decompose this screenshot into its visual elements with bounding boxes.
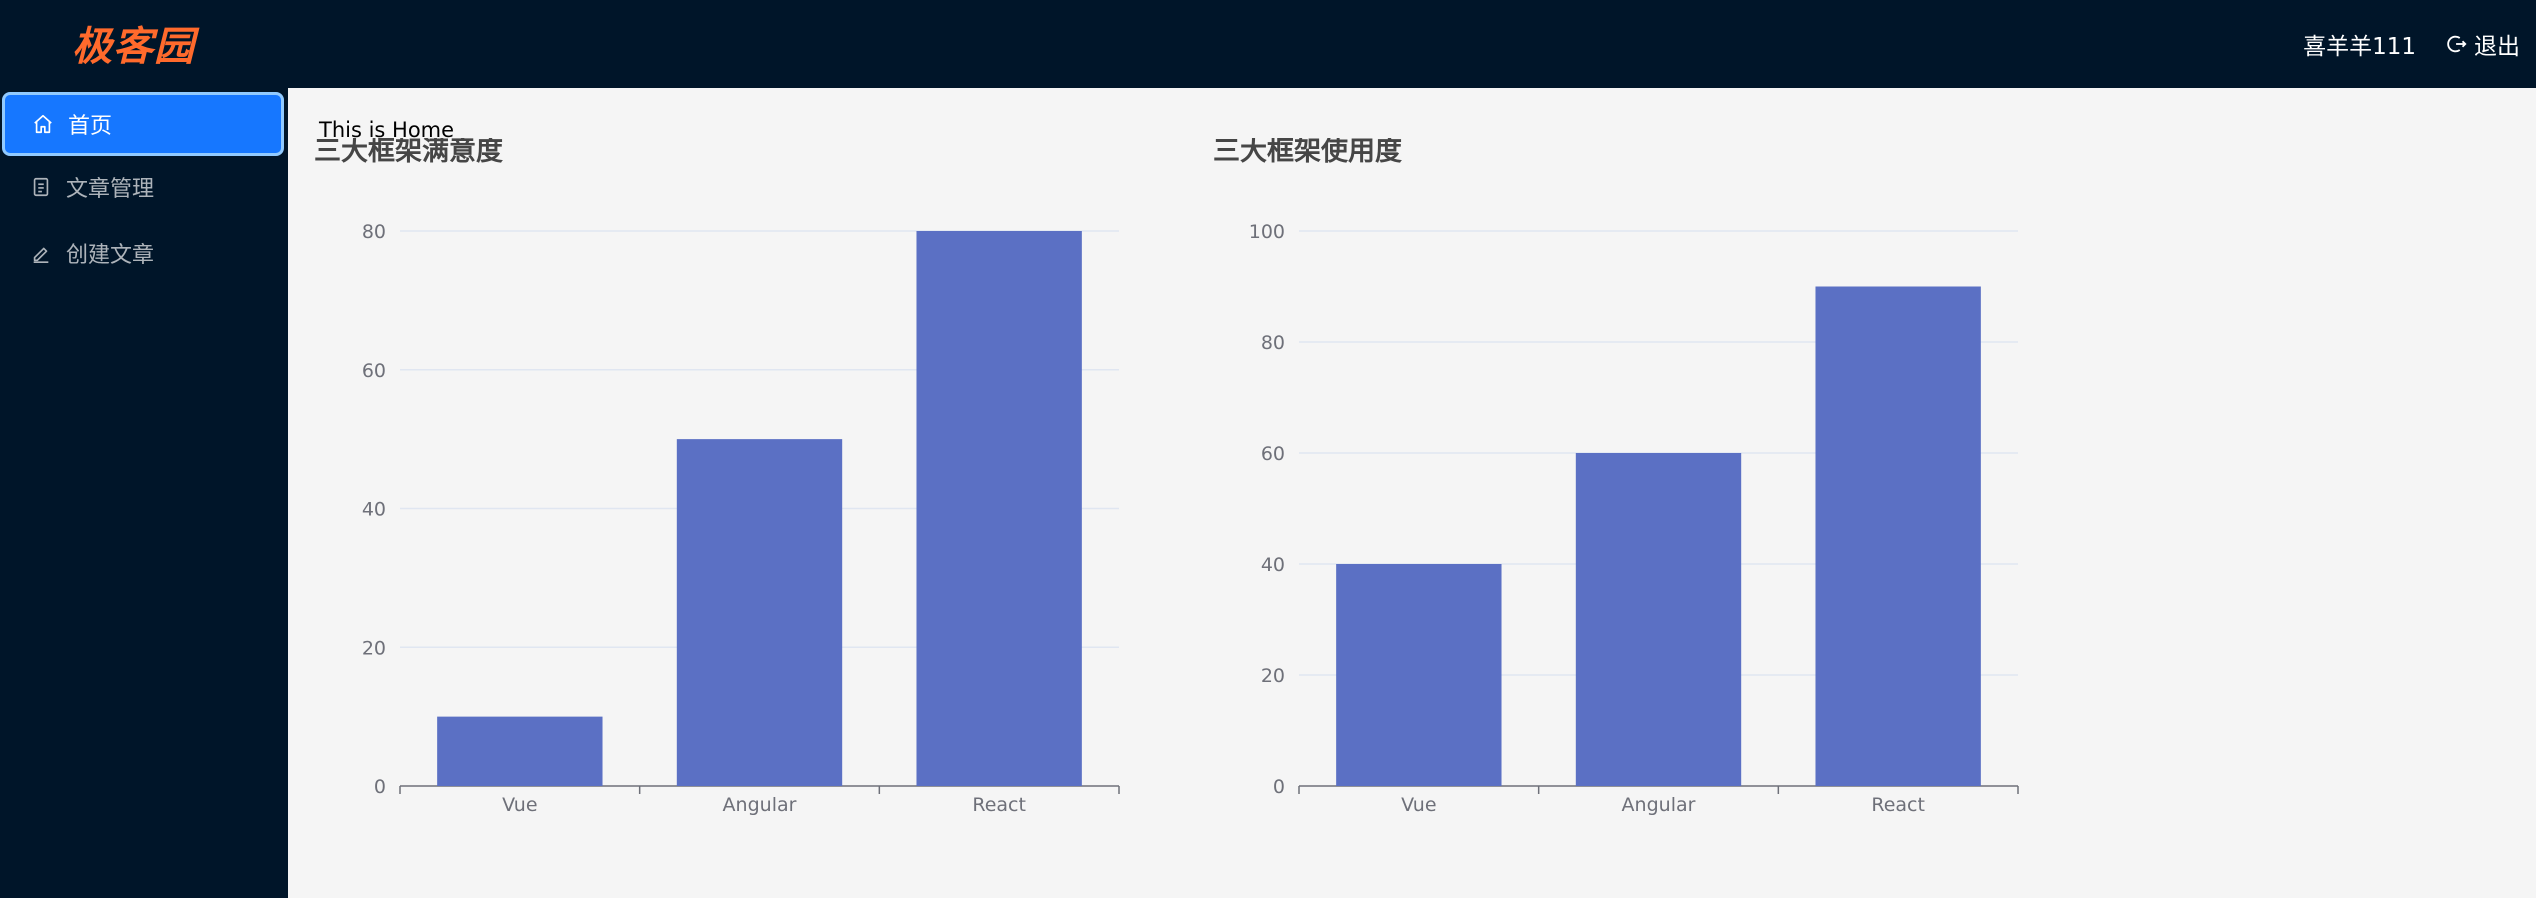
bar-react[interactable] [1815,286,1981,787]
y-tick-label: 40 [1261,554,1285,576]
y-tick-label: 40 [362,499,386,521]
edit-icon [33,247,49,263]
sidebar-item-label: 文章管理 [66,177,155,202]
y-tick-label: 0 [1273,776,1285,798]
bar-react[interactable] [916,231,1082,786]
logout-label: 退出 [2474,34,2520,60]
satisfaction-chart: 0 20 40 60 80 Vue Angular React 三大框架满意度 [308,135,1208,862]
bar-vue[interactable] [437,716,603,786]
bar-angular[interactable] [676,439,843,786]
sidebar-item-home[interactable]: 首页 [2,92,284,156]
logout-button[interactable]: 退出 [2446,27,2520,61]
sidebar: 首页 文章管理 创建文章 [0,88,288,898]
sidebar-item-create-article[interactable]: 创建文章 [0,221,288,285]
y-tick-label: 80 [362,221,386,243]
sidebar-item-label: 首页 [68,114,113,139]
x-tick-label: Angular [723,794,797,816]
logout-icon [2447,35,2467,53]
x-tick-label: Vue [1401,794,1436,816]
x-tick-label: Angular [1622,794,1696,816]
y-tick-label: 60 [362,360,386,382]
username: 喜羊羊111 [2303,34,2416,60]
home-icon [34,114,52,134]
y-tick-label: 60 [1261,443,1285,465]
y-tick-label: 100 [1249,221,1285,243]
chart-title: 三大框架满意度 [314,138,503,167]
sidebar-item-label: 创建文章 [66,243,155,268]
chart-title: 三大框架使用度 [1213,138,1402,167]
y-tick-label: 80 [1261,332,1285,354]
x-tick-label: React [972,794,1026,816]
y-tick-label: 20 [1261,665,1285,687]
user-area: 喜羊羊111 退出 [2303,26,2520,62]
main-content: This is Home 0 20 40 60 80 Vue Angular React 三大… [288,88,2536,898]
sidebar-item-articles[interactable]: 文章管理 [0,155,288,219]
x-tick-label: React [1871,794,1925,816]
y-tick-label: 0 [374,776,386,798]
welcome-text: This is Home [319,118,455,142]
usage-chart: 0 20 40 60 80 100 Vue Angular React 三大框架使用度 [1207,135,2107,862]
file-icon [33,177,49,197]
logo: 极客园 [72,24,195,70]
bar-angular[interactable] [1575,453,1742,786]
bar-vue[interactable] [1336,564,1502,786]
top-header: 极客园 喜羊羊111 退出 [0,0,2536,88]
y-tick-label: 20 [362,637,386,659]
x-tick-label: Vue [502,794,537,816]
